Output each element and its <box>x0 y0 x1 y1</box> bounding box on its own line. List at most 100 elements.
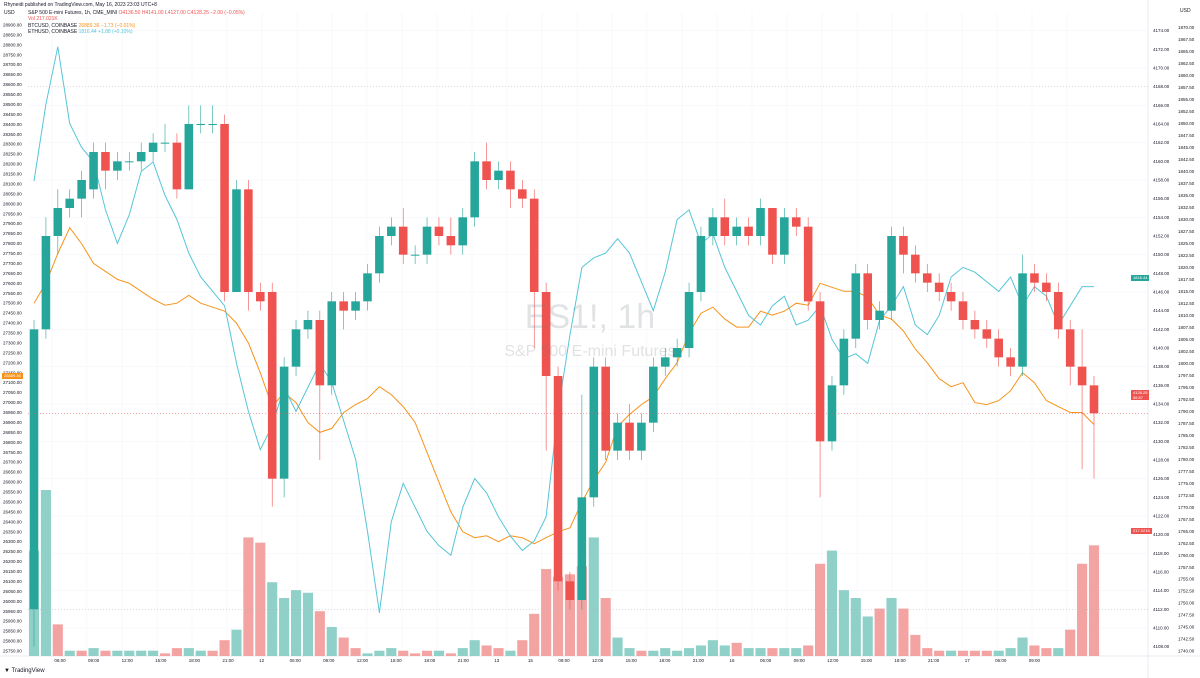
volume-bar <box>1053 648 1064 656</box>
price-tick-label: 4112.00 <box>1153 607 1169 612</box>
symbol-name: S&P 500 E-mini Futures, 1h, CME_MINI <box>28 10 118 16</box>
candle-body <box>768 208 777 255</box>
time-tick-label: 15:00 <box>861 658 873 663</box>
left-tick-label: 28850.00 <box>3 32 22 37</box>
time-tick-label: 13 <box>494 658 500 663</box>
eth-tick-label: 1807.50 <box>1178 325 1195 330</box>
price-tick-label: 4150.00 <box>1153 252 1170 257</box>
volume-bar <box>231 629 242 656</box>
price-tick-label: 4140.00 <box>1153 346 1170 351</box>
candle-body <box>994 338 1004 358</box>
time-tick-label: 15:00 <box>155 658 167 663</box>
eth-axis[interactable]: 1870.00 1867.50 1865.00 1862.50 1860.00 1857.… <box>1178 25 1195 654</box>
left-tick-label: 28500.00 <box>3 102 22 107</box>
candle-body <box>470 161 479 218</box>
price-axis[interactable]: 4174.00 4172.00 4170.00 4168.00 4166.00 4164.… <box>1153 28 1170 649</box>
time-tick-label: 06:00 <box>995 658 1007 663</box>
left-axis[interactable]: 28900.00 28850.00 28800.00 28750.00 28700.00… <box>3 22 22 653</box>
price-tick-label: 4152.00 <box>1153 234 1170 239</box>
eth-tick-label: 1800.00 <box>1178 361 1195 366</box>
price-tick-label: 4146.00 <box>1153 290 1170 295</box>
eth-tick-label: 1862.50 <box>1178 61 1195 66</box>
volume-bar <box>76 650 87 656</box>
candle-body <box>29 329 39 610</box>
left-tick-label: 28350.00 <box>3 132 22 137</box>
candle-body <box>839 338 849 386</box>
time-tick-label: 18:00 <box>894 658 906 663</box>
footer-brand[interactable]: ▼ TradingView <box>4 668 45 674</box>
left-tick-label: 26050.00 <box>3 589 22 594</box>
candle-body <box>1018 273 1027 367</box>
volume-bar <box>183 648 194 656</box>
time-tick-label: 18:00 <box>659 658 671 663</box>
candle-body <box>279 366 289 479</box>
time-tick-label: 12 <box>259 658 265 663</box>
es-countdown: 56:57 <box>1133 395 1144 400</box>
eth-tick-label: 1762.50 <box>1178 541 1195 546</box>
left-tick-label: 26800.00 <box>3 440 22 445</box>
price-tick-label: 4164.00 <box>1153 122 1170 127</box>
volume-bar <box>481 645 492 656</box>
time-axis[interactable]: 06:00 09:00 12:00 15:00 18:00 21:00 12 06:00 09:… <box>54 658 1040 663</box>
volume-bar <box>279 598 290 656</box>
candle-body <box>494 170 503 180</box>
candle-body <box>1030 273 1039 283</box>
eth-tick-label: 1815.00 <box>1178 289 1195 294</box>
eth-tick-label: 1865.00 <box>1178 49 1195 54</box>
candle-body <box>184 124 194 190</box>
time-tick-label: 21:00 <box>693 658 705 663</box>
left-tick-label: 26400.00 <box>3 519 22 524</box>
volume-bar <box>600 598 611 656</box>
price-tick-label: 4174.00 <box>1153 28 1170 33</box>
candle-body <box>696 236 706 292</box>
volume-bar <box>588 537 599 656</box>
candle-body <box>113 161 122 171</box>
candle-body <box>803 226 813 302</box>
eth-tick-label: 1870.00 <box>1178 25 1195 30</box>
candle-body <box>398 226 408 255</box>
eth-tick-label: 1847.50 <box>1178 133 1195 138</box>
eth-tick-label: 1820.00 <box>1178 265 1195 270</box>
candle-body <box>196 124 206 125</box>
left-tick-label: 25950.00 <box>3 609 22 614</box>
price-tick-label: 4166.00 <box>1153 103 1170 108</box>
eth-tick-label: 1837.50 <box>1178 181 1195 186</box>
eth-tick-label: 1850.00 <box>1178 121 1195 126</box>
price-tick-label: 4126.00 <box>1153 476 1170 481</box>
candle-body <box>1006 357 1015 367</box>
eth-tick-label: 1857.50 <box>1178 85 1195 90</box>
candle-body <box>863 273 872 320</box>
es-price-badge: 4128.25 56:57 <box>1131 390 1150 400</box>
volume-bar <box>124 650 135 656</box>
volume-bar <box>100 650 111 656</box>
volume-bar <box>815 563 826 656</box>
candle-body <box>339 301 348 311</box>
left-tick-label: 28300.00 <box>3 142 22 147</box>
time-tick-label: 21:00 <box>222 658 234 663</box>
eth-tick-label: 1740.00 <box>1178 649 1195 654</box>
left-tick-label: 26750.00 <box>3 450 22 455</box>
time-tick-label: 12:00 <box>357 658 369 663</box>
candle-body <box>327 301 337 386</box>
volume-bar <box>731 642 742 656</box>
btc-legend[interactable]: BTCUSD, COINBASE 26889.36 −1.73 (−0.01%) <box>28 23 135 29</box>
volume-bar <box>1065 629 1076 656</box>
left-tick-label: 26100.00 <box>3 579 22 584</box>
candle-body <box>958 301 968 320</box>
time-tick-label: 21:00 <box>458 658 470 663</box>
candle-body <box>827 385 837 442</box>
volume-bar <box>1088 545 1100 656</box>
eth-legend[interactable]: ETHUSD, COINBASE 1816.44 +1.88 (+0.10%) <box>28 29 133 35</box>
eth-price-badge: 1816.44 <box>1131 275 1150 281</box>
time-tick-label: 09:00 <box>1029 658 1041 663</box>
price-tick-label: 4124.00 <box>1153 495 1170 500</box>
candle-body <box>589 366 599 498</box>
ohlc-values: O4136.50 H4141.00 L4127.00 C4128.25 −2.0… <box>118 10 245 16</box>
candle-body <box>911 254 920 274</box>
left-tick-label: 27550.00 <box>3 291 22 296</box>
volume-bar <box>803 645 814 656</box>
symbol-legend[interactable]: S&P 500 E-mini Futures, 1h, CME_MINI O41… <box>28 10 245 16</box>
candle-body <box>637 422 646 451</box>
candle-body <box>136 152 146 162</box>
